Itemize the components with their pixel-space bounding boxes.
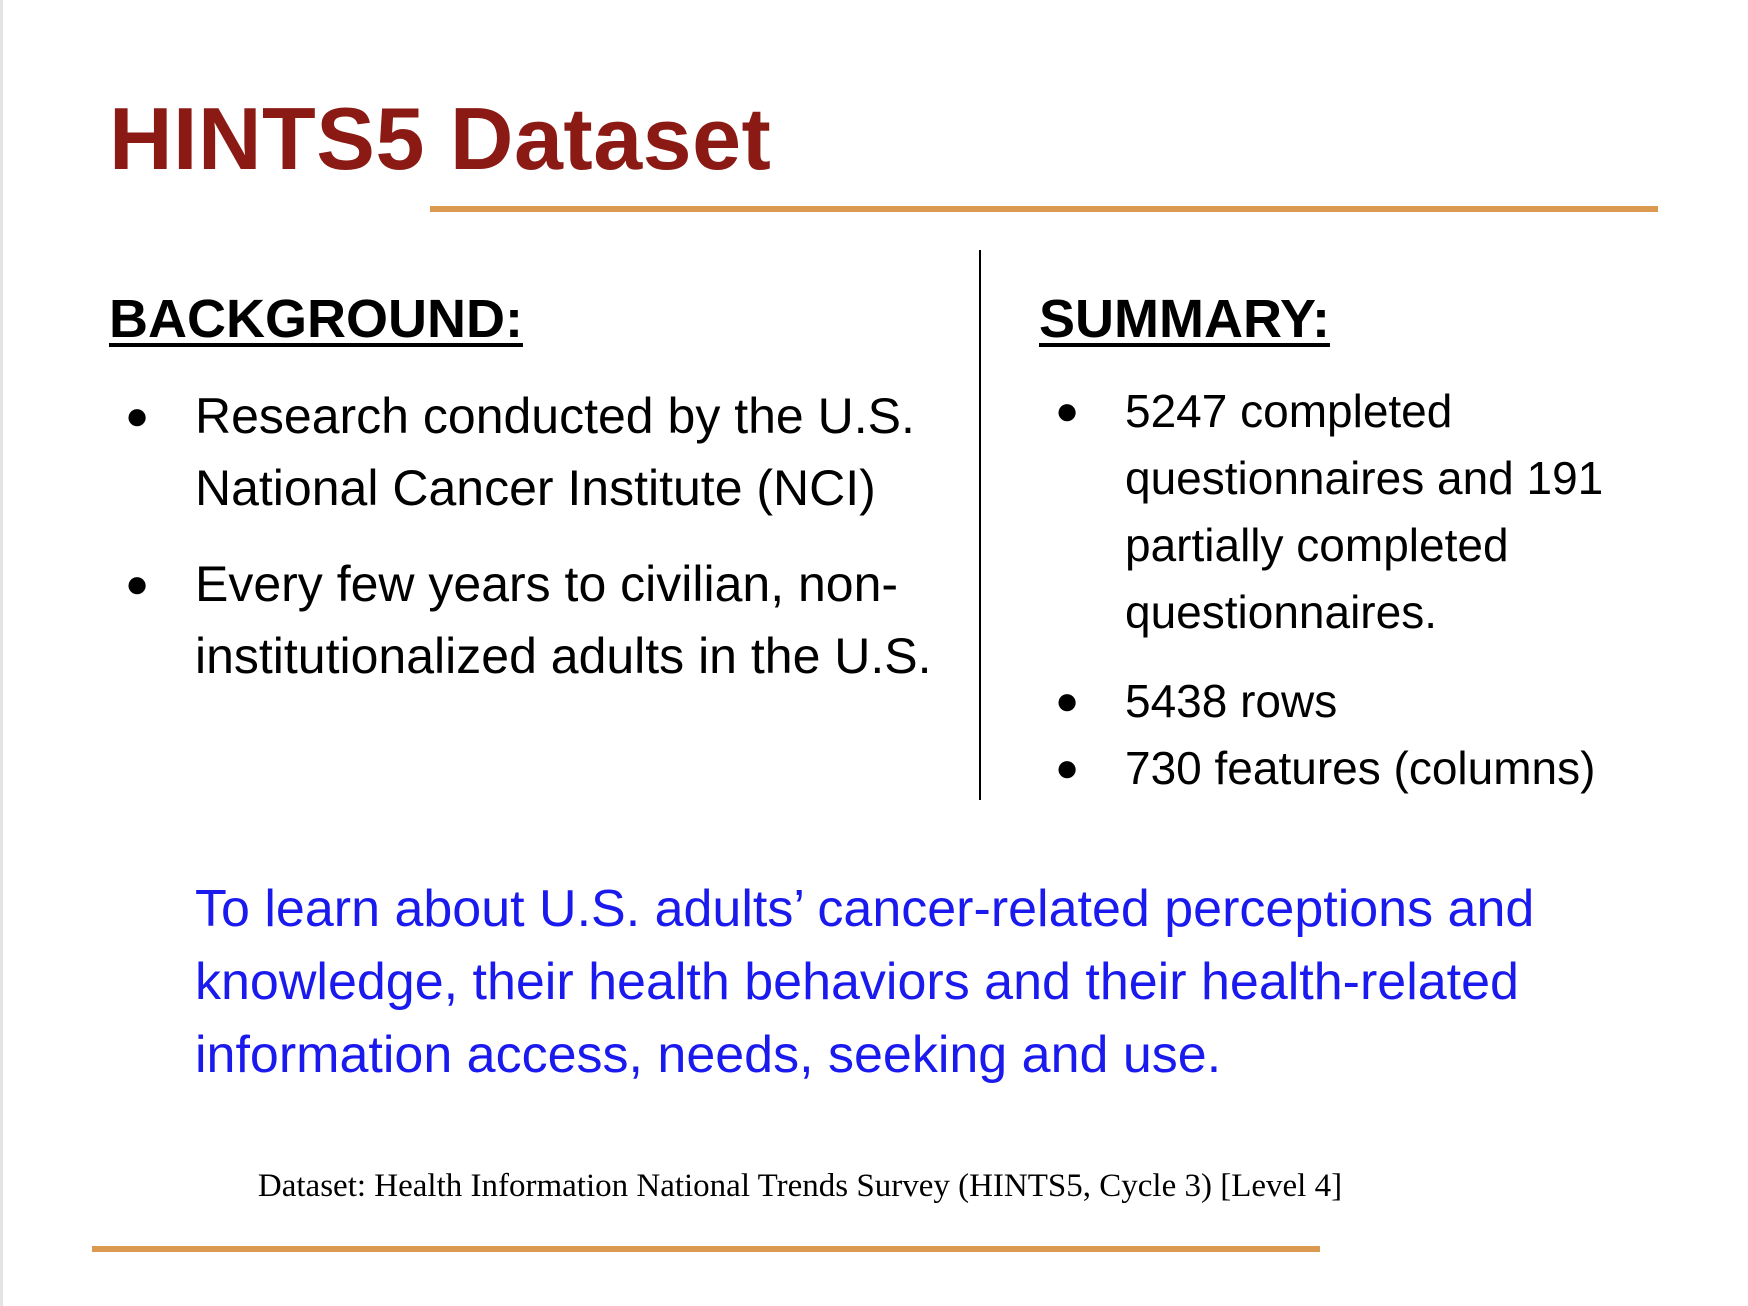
background-heading: BACKGROUND: <box>109 289 523 349</box>
background-item-text: Every few years to civilian, non-institu… <box>195 556 932 684</box>
summary-heading: SUMMARY: <box>1039 289 1330 349</box>
list-item: ● 730 features (columns) <box>1039 735 1719 802</box>
bullet-icon: ● <box>1055 679 1080 723</box>
column-divider <box>979 250 981 800</box>
bullet-icon: ● <box>125 562 150 606</box>
summary-item-text: 5247 completed questionnaires and 191 pa… <box>1125 385 1604 638</box>
bullet-icon: ● <box>125 394 150 438</box>
bullet-icon: ● <box>1055 746 1080 790</box>
background-item-text: Research conducted by the U.S. National … <box>195 388 915 516</box>
title-underline-rule <box>430 206 1658 212</box>
summary-item-text: 5438 rows <box>1125 675 1338 727</box>
page-edge <box>0 0 3 1306</box>
list-item: ● Every few years to civilian, non-insti… <box>109 548 989 692</box>
bullet-icon: ● <box>1055 389 1080 433</box>
footer-rule <box>92 1246 1320 1252</box>
list-item: ● 5247 completed questionnaires and 191 … <box>1039 378 1719 646</box>
background-list: ● Research conducted by the U.S. Nationa… <box>109 380 989 716</box>
summary-item-text: 730 features (columns) <box>1125 742 1596 794</box>
list-item: ● Research conducted by the U.S. Nationa… <box>109 380 989 524</box>
summary-list: ● 5247 completed questionnaires and 191 … <box>1039 378 1719 802</box>
purpose-statement: To learn about U.S. adults’ cancer-relat… <box>195 880 1535 1084</box>
list-item: ● 5438 rows <box>1039 668 1719 735</box>
slide-title: HINTS5 Dataset <box>109 89 772 188</box>
dataset-source-citation: Dataset: Health Information National Tre… <box>257 1168 1343 1204</box>
